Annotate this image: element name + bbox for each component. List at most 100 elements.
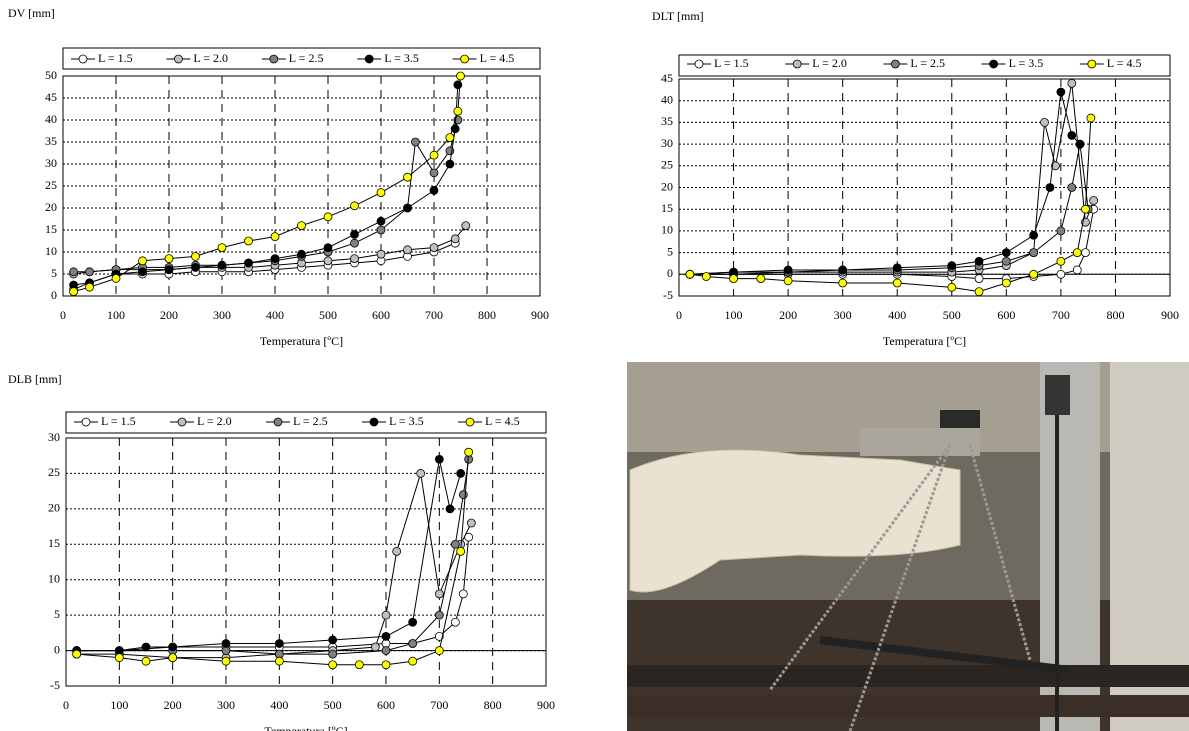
data-point (1029, 230, 1039, 240)
data-point (168, 642, 178, 652)
data-point (328, 649, 338, 659)
data-point (1067, 183, 1077, 192)
legend-label: L = 4.5 (480, 51, 515, 65)
plot-area (65, 437, 547, 687)
legend-label: L = 3.5 (384, 51, 419, 65)
data-point (1029, 269, 1039, 279)
series-line (73, 84, 459, 286)
legend-box (65, 411, 547, 434)
legend-marker (269, 54, 279, 64)
y-tick-label: 25 (45, 178, 57, 192)
data-point (429, 243, 439, 253)
x-tick-label: 0 (63, 698, 69, 712)
y-tick-label: 20 (661, 179, 673, 193)
legend-label: L = 2.0 (812, 56, 847, 70)
x-tick-label: 100 (110, 698, 128, 712)
data-point (701, 272, 711, 281)
legend-label: L = 3.5 (389, 414, 424, 428)
data-point (270, 254, 280, 264)
y-tick-label: 35 (661, 114, 673, 128)
legend-label: L = 2.5 (289, 51, 324, 65)
y-tick-label: 20 (48, 501, 60, 515)
data-point (221, 656, 231, 666)
data-point (453, 80, 463, 90)
x-tick-label: 500 (943, 308, 961, 322)
photo-gauge (1045, 375, 1070, 415)
data-point (114, 653, 124, 663)
x-tick-label: 200 (779, 308, 797, 322)
y-tick-label: 0 (54, 642, 60, 656)
y-tick-label: 15 (661, 201, 673, 215)
y-tick-label: 45 (661, 71, 673, 85)
photo-insulation (629, 449, 961, 593)
y-tick-label: 15 (48, 536, 60, 550)
data-point (376, 225, 386, 235)
x-tick-label: 100 (725, 308, 743, 322)
x-tick-label: 0 (676, 308, 682, 322)
x-tick-label: 700 (1052, 308, 1070, 322)
data-point (111, 273, 121, 283)
data-point (274, 656, 284, 666)
x-tick-label: 300 (213, 308, 231, 322)
data-point (323, 256, 333, 266)
y-tick-label: 5 (667, 244, 673, 258)
data-point (1072, 265, 1082, 275)
data-point (416, 469, 426, 478)
x-tick-label: 600 (372, 308, 390, 322)
data-point (376, 249, 386, 259)
data-point (164, 254, 174, 264)
data-point (892, 263, 902, 273)
data-point (403, 203, 412, 213)
x-tick-label: 500 (324, 698, 342, 712)
data-point (947, 282, 957, 292)
legend-marker (81, 417, 91, 427)
y-tick-label: 40 (45, 112, 57, 126)
legend-label: L = 4.5 (1107, 56, 1142, 70)
data-point (191, 251, 200, 261)
data-point (892, 278, 902, 288)
data-point (350, 254, 359, 264)
data-point (85, 267, 94, 277)
data-point (244, 236, 253, 246)
data-point (354, 660, 364, 670)
legend-label: L = 2.5 (293, 414, 328, 428)
y-tick-label: 10 (48, 571, 60, 585)
x-tick-label: 700 (425, 308, 443, 322)
data-point (350, 201, 359, 211)
x-axis-label: Temperatura [ºC] (260, 334, 343, 348)
data-point (141, 642, 151, 652)
data-point (69, 287, 78, 297)
y-tick-label: 45 (45, 90, 57, 104)
x-tick-label: 900 (1161, 308, 1179, 322)
photo-pipe (627, 695, 1189, 717)
data-point (434, 646, 444, 655)
data-point (297, 221, 306, 231)
y-tick-label: 0 (51, 288, 57, 302)
data-point (270, 232, 280, 242)
data-point (381, 646, 391, 655)
y-tick-label: 15 (45, 222, 57, 236)
x-tick-label: 200 (164, 698, 182, 712)
data-point (434, 632, 444, 641)
series-line (76, 459, 470, 655)
data-point (328, 635, 338, 645)
y-tick-label: 30 (45, 156, 57, 170)
data-point (461, 221, 471, 231)
data-point (1001, 248, 1011, 258)
y-tick-label: 5 (51, 266, 57, 280)
x-tick-label: 500 (319, 308, 337, 322)
data-point (974, 274, 984, 284)
data-point (350, 229, 359, 239)
data-point (453, 106, 463, 116)
y-tick-label: -5 (663, 288, 673, 302)
data-point (168, 653, 178, 663)
legend-label: L = 1.5 (714, 56, 749, 70)
data-point (458, 589, 468, 599)
legend-marker (369, 417, 379, 427)
photo (627, 362, 1189, 731)
y-tick-label: 10 (661, 223, 673, 237)
legend-label: L = 4.5 (485, 414, 520, 428)
data-point (411, 137, 420, 147)
data-point (783, 276, 793, 286)
